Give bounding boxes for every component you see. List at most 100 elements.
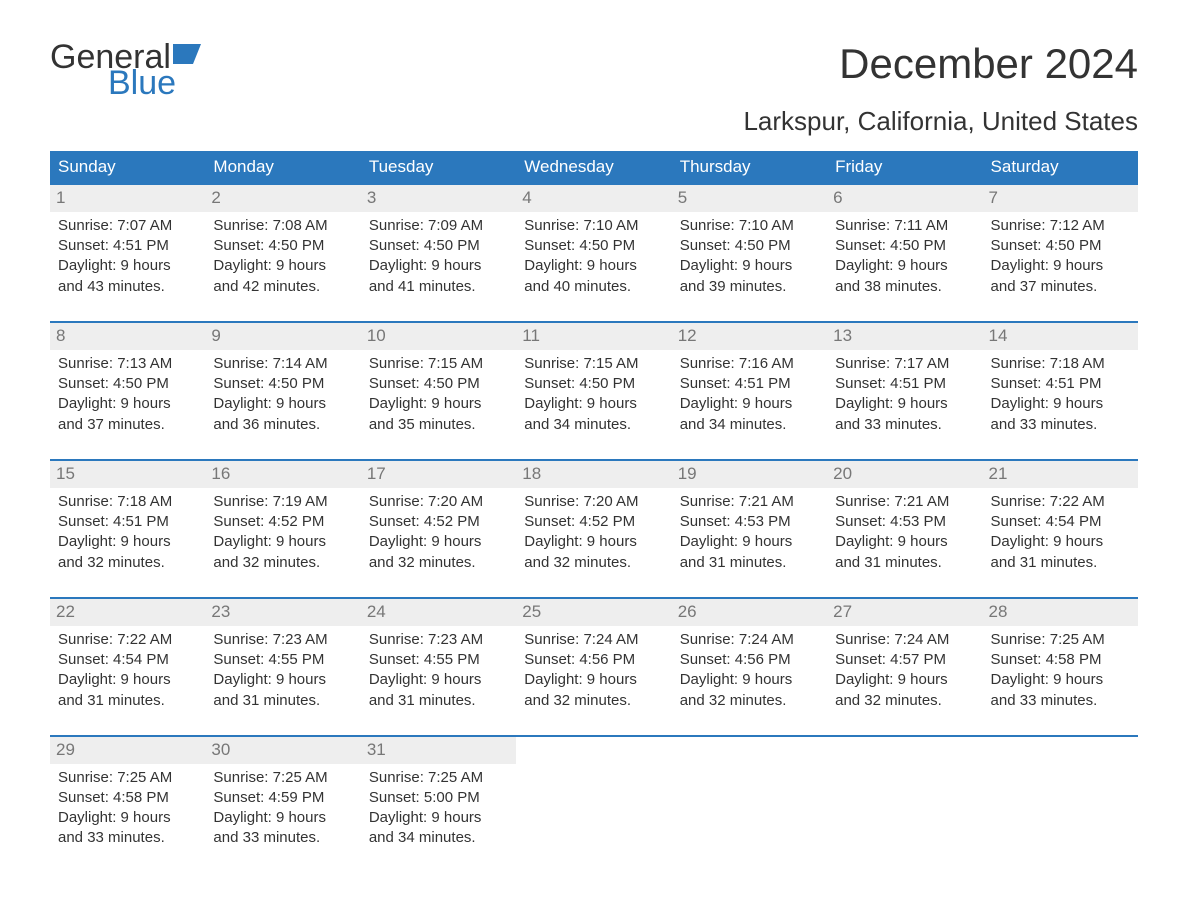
sunrise-value: 7:24 AM — [739, 631, 794, 648]
daylight-line: Daylight: 9 hours and 37 minutes. — [58, 394, 197, 435]
sunset-line: Sunset: 4:58 PM — [991, 650, 1130, 670]
daylight-line: Daylight: 9 hours and 35 minutes. — [369, 394, 508, 435]
sunset-value: 4:52 PM — [424, 513, 480, 530]
sunrise-value: 7:20 AM — [428, 493, 483, 510]
sunset-label: Sunset: — [58, 375, 113, 392]
sunrise-label: Sunrise: — [835, 217, 894, 234]
sunrise-line: Sunrise: 7:16 AM — [680, 354, 819, 374]
sunrise-value: 7:20 AM — [583, 493, 638, 510]
sunset-value: 4:58 PM — [113, 789, 169, 806]
daylight-line: Daylight: 9 hours and 32 minutes. — [524, 670, 663, 711]
calendar-day: 14Sunrise: 7:18 AMSunset: 4:51 PMDayligh… — [983, 323, 1138, 445]
sunrise-label: Sunrise: — [524, 217, 583, 234]
daylight-line: Daylight: 9 hours and 33 minutes. — [991, 394, 1130, 435]
daylight-label: Daylight: — [524, 671, 587, 688]
sunset-value: 4:50 PM — [424, 237, 480, 254]
sunset-value: 4:58 PM — [1046, 651, 1102, 668]
day-details: Sunrise: 7:23 AMSunset: 4:55 PMDaylight:… — [213, 630, 352, 711]
sunrise-line: Sunrise: 7:24 AM — [524, 630, 663, 650]
sunrise-line: Sunrise: 7:23 AM — [369, 630, 508, 650]
weekday-header: Friday — [827, 151, 982, 183]
flag-icon — [173, 44, 201, 64]
calendar-day: 27Sunrise: 7:24 AMSunset: 4:57 PMDayligh… — [827, 599, 982, 721]
sunset-line: Sunset: 4:58 PM — [58, 788, 197, 808]
daylight-line: Daylight: 9 hours and 31 minutes. — [58, 670, 197, 711]
calendar-week: 29Sunrise: 7:25 AMSunset: 4:58 PMDayligh… — [50, 735, 1138, 859]
sunrise-value: 7:19 AM — [273, 493, 328, 510]
sunrise-line: Sunrise: 7:20 AM — [369, 492, 508, 512]
sunset-value: 4:51 PM — [890, 375, 946, 392]
sunset-label: Sunset: — [369, 789, 424, 806]
page-title: December 2024 — [839, 40, 1138, 88]
sunset-value: 4:50 PM — [268, 237, 324, 254]
sunrise-label: Sunrise: — [58, 631, 117, 648]
calendar-day: 22Sunrise: 7:22 AMSunset: 4:54 PMDayligh… — [50, 599, 205, 721]
daylight-label: Daylight: — [991, 257, 1054, 274]
sunrise-value: 7:25 AM — [117, 769, 172, 786]
weekday-header: Saturday — [983, 151, 1138, 183]
daylight-line: Daylight: 9 hours and 31 minutes. — [680, 532, 819, 573]
sunset-label: Sunset: — [524, 237, 579, 254]
sunset-value: 5:00 PM — [424, 789, 480, 806]
daylight-label: Daylight: — [369, 671, 432, 688]
sunrise-label: Sunrise: — [58, 769, 117, 786]
calendar-week: 1Sunrise: 7:07 AMSunset: 4:51 PMDaylight… — [50, 183, 1138, 307]
sunrise-value: 7:15 AM — [583, 355, 638, 372]
sunset-value: 4:50 PM — [268, 375, 324, 392]
day-details: Sunrise: 7:20 AMSunset: 4:52 PMDaylight:… — [524, 492, 663, 573]
daylight-line: Daylight: 9 hours and 33 minutes. — [58, 808, 197, 849]
daylight-label: Daylight: — [524, 533, 587, 550]
sunset-value: 4:52 PM — [579, 513, 635, 530]
calendar-day: 25Sunrise: 7:24 AMSunset: 4:56 PMDayligh… — [516, 599, 671, 721]
day-details: Sunrise: 7:25 AMSunset: 4:59 PMDaylight:… — [213, 768, 352, 849]
daylight-label: Daylight: — [213, 533, 276, 550]
daylight-line: Daylight: 9 hours and 33 minutes. — [991, 670, 1130, 711]
day-details: Sunrise: 7:07 AMSunset: 4:51 PMDaylight:… — [58, 216, 197, 297]
sunrise-label: Sunrise: — [835, 631, 894, 648]
day-details: Sunrise: 7:11 AMSunset: 4:50 PMDaylight:… — [835, 216, 974, 297]
day-details: Sunrise: 7:22 AMSunset: 4:54 PMDaylight:… — [991, 492, 1130, 573]
sunrise-label: Sunrise: — [369, 493, 428, 510]
sunset-value: 4:56 PM — [579, 651, 635, 668]
calendar-day: 24Sunrise: 7:23 AMSunset: 4:55 PMDayligh… — [361, 599, 516, 721]
daylight-line: Daylight: 9 hours and 34 minutes. — [680, 394, 819, 435]
daylight-label: Daylight: — [369, 809, 432, 826]
sunset-line: Sunset: 4:52 PM — [369, 512, 508, 532]
daylight-line: Daylight: 9 hours and 40 minutes. — [524, 256, 663, 297]
daylight-line: Daylight: 9 hours and 31 minutes. — [835, 532, 974, 573]
sunset-label: Sunset: — [524, 513, 579, 530]
sunrise-label: Sunrise: — [524, 355, 583, 372]
sunset-value: 4:56 PM — [735, 651, 791, 668]
calendar-day: 5Sunrise: 7:10 AMSunset: 4:50 PMDaylight… — [672, 185, 827, 307]
day-number: 11 — [516, 323, 671, 350]
sunset-line: Sunset: 4:55 PM — [369, 650, 508, 670]
calendar-day: 6Sunrise: 7:11 AMSunset: 4:50 PMDaylight… — [827, 185, 982, 307]
sunset-label: Sunset: — [369, 651, 424, 668]
daylight-label: Daylight: — [58, 809, 121, 826]
day-number: 29 — [50, 737, 205, 764]
day-details: Sunrise: 7:18 AMSunset: 4:51 PMDaylight:… — [58, 492, 197, 573]
sunset-label: Sunset: — [680, 513, 735, 530]
day-number: 15 — [50, 461, 205, 488]
calendar-week: 22Sunrise: 7:22 AMSunset: 4:54 PMDayligh… — [50, 597, 1138, 721]
calendar-day: 31Sunrise: 7:25 AMSunset: 5:00 PMDayligh… — [361, 737, 516, 859]
calendar-grid: SundayMondayTuesdayWednesdayThursdayFrid… — [50, 151, 1138, 859]
sunrise-label: Sunrise: — [213, 769, 272, 786]
sunset-label: Sunset: — [680, 237, 735, 254]
calendar-day: 16Sunrise: 7:19 AMSunset: 4:52 PMDayligh… — [205, 461, 360, 583]
daylight-label: Daylight: — [524, 395, 587, 412]
day-details: Sunrise: 7:22 AMSunset: 4:54 PMDaylight:… — [58, 630, 197, 711]
daylight-label: Daylight: — [58, 395, 121, 412]
sunrise-line: Sunrise: 7:08 AM — [213, 216, 352, 236]
calendar-day: 20Sunrise: 7:21 AMSunset: 4:53 PMDayligh… — [827, 461, 982, 583]
sunrise-value: 7:24 AM — [583, 631, 638, 648]
sunrise-value: 7:17 AM — [894, 355, 949, 372]
sunrise-line: Sunrise: 7:21 AM — [680, 492, 819, 512]
day-number: 3 — [361, 185, 516, 212]
day-details: Sunrise: 7:25 AMSunset: 4:58 PMDaylight:… — [991, 630, 1130, 711]
day-number: 19 — [672, 461, 827, 488]
daylight-label: Daylight: — [369, 533, 432, 550]
sunset-label: Sunset: — [835, 651, 890, 668]
sunrise-value: 7:25 AM — [428, 769, 483, 786]
daylight-line: Daylight: 9 hours and 34 minutes. — [524, 394, 663, 435]
